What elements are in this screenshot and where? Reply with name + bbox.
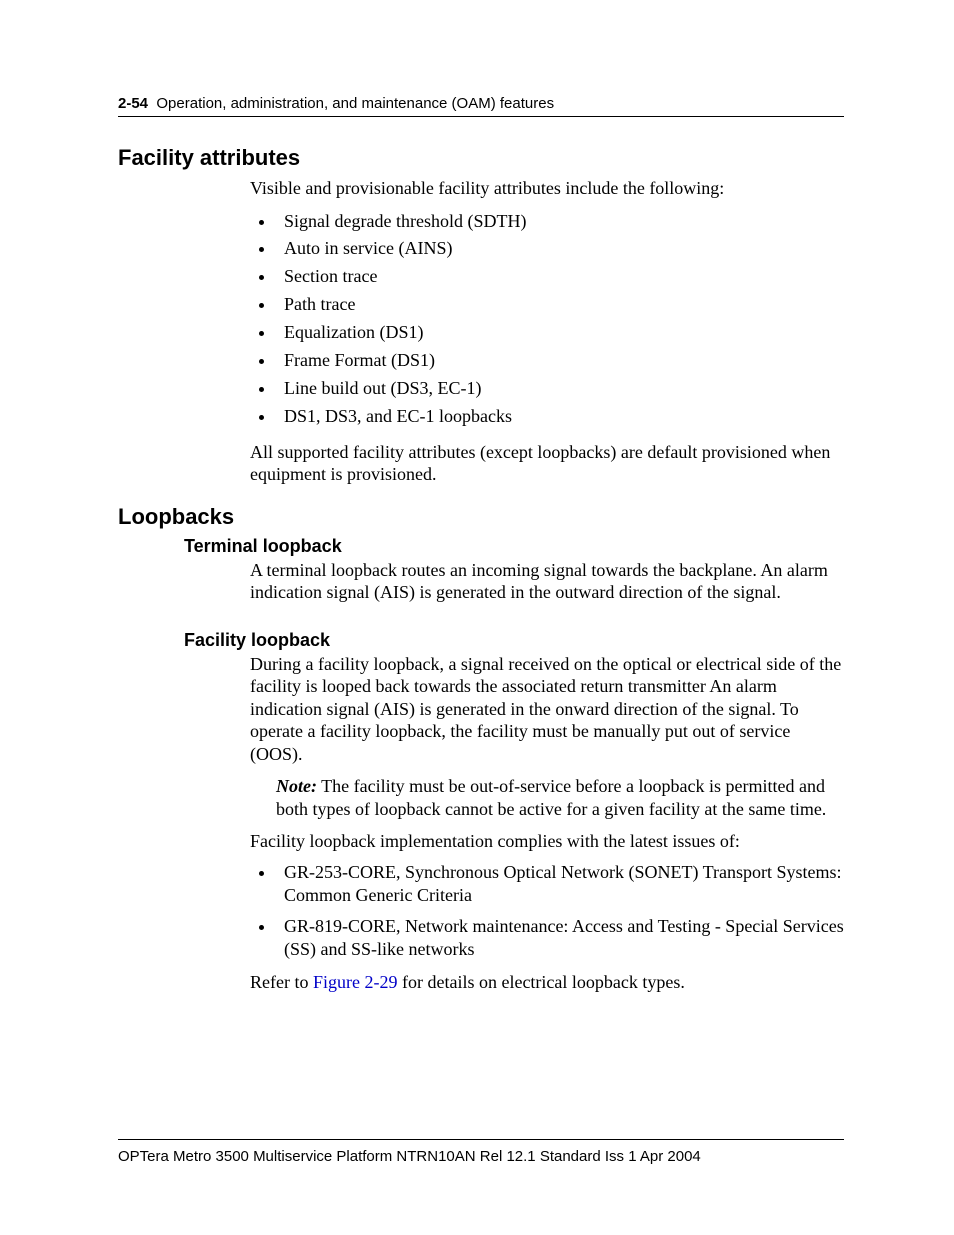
terminal-loopback-para: A terminal loopback routes an incoming s… [250,559,844,604]
document-page: 2-54 Operation, administration, and main… [0,0,954,993]
figure-link[interactable]: Figure 2-29 [313,972,398,992]
subheading-facility-loopback: Facility loopback [184,630,844,651]
refer-post: for details on electrical loopback types… [397,972,684,992]
refer-pre: Refer to [250,972,313,992]
footer-text: OPTera Metro 3500 Multiservice Platform … [118,1148,701,1165]
list-item: Section trace [276,263,844,291]
list-item: Auto in service (AINS) [276,235,844,263]
heading-facility-attributes: Facility attributes [118,145,844,171]
section-body: Visible and provisionable facility attri… [250,177,844,486]
header-title: Operation, administration, and maintenan… [156,95,554,112]
note-label: Note: [276,776,317,796]
note-body: The facility must be out-of-service befo… [276,776,826,819]
running-header: 2-54 Operation, administration, and main… [118,95,844,117]
compliance-list: GR-253-CORE, Synchronous Optical Network… [250,861,844,961]
figure-reference-para: Refer to Figure 2-29 for details on elec… [250,971,844,994]
list-item: GR-819-CORE, Network maintenance: Access… [276,915,844,961]
list-item: Line build out (DS3, EC-1) [276,375,844,403]
facility-loopback-para1: During a facility loopback, a signal rec… [250,653,844,766]
facility-loopback-para2: Facility loopback implementation complie… [250,830,844,853]
section-body: During a facility loopback, a signal rec… [250,653,844,994]
intro-para: Visible and provisionable facility attri… [250,177,844,200]
attributes-list: Signal degrade threshold (SDTH) Auto in … [250,208,844,431]
section-body: A terminal loopback routes an incoming s… [250,559,844,604]
outro-para: All supported facility attributes (excep… [250,441,844,486]
list-item: Frame Format (DS1) [276,347,844,375]
list-item: Equalization (DS1) [276,319,844,347]
running-footer: OPTera Metro 3500 Multiservice Platform … [118,1139,844,1165]
note-block: Note: The facility must be out-of-servic… [276,775,844,820]
page-number: 2-54 [118,95,148,112]
list-item: GR-253-CORE, Synchronous Optical Network… [276,861,844,907]
list-item: DS1, DS3, and EC-1 loopbacks [276,403,844,431]
heading-loopbacks: Loopbacks [118,504,844,530]
list-item: Path trace [276,291,844,319]
list-item: Signal degrade threshold (SDTH) [276,208,844,236]
subheading-terminal-loopback: Terminal loopback [184,536,844,557]
